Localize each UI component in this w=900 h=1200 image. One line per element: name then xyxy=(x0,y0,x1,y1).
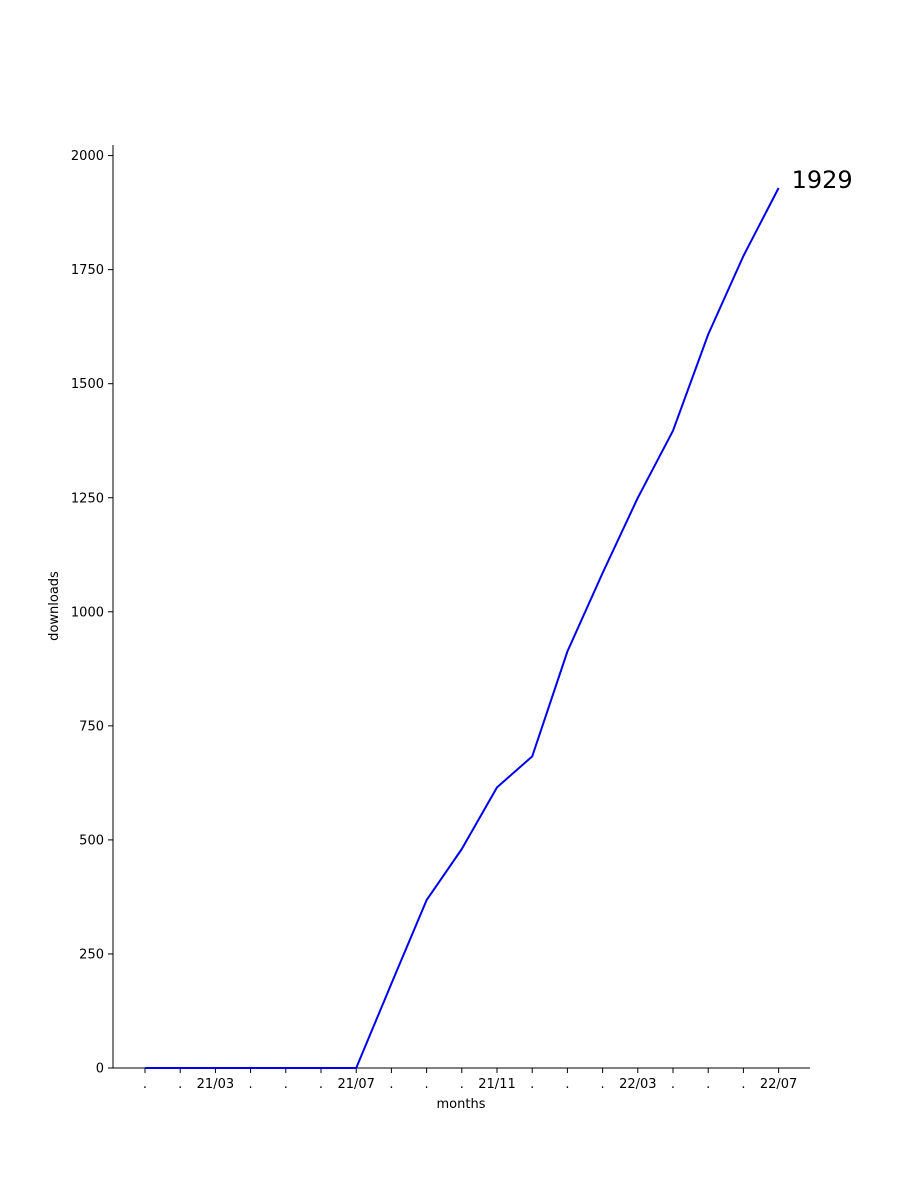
x-tick-label: . xyxy=(706,1077,710,1092)
y-tick-label: 0 xyxy=(96,1062,104,1077)
x-tick-label: . xyxy=(460,1077,464,1092)
x-tick-label: 22/07 xyxy=(760,1077,797,1092)
y-axis-label: downloads xyxy=(47,571,62,641)
x-tick-label: 21/11 xyxy=(478,1077,515,1092)
x-tick-label: . xyxy=(601,1077,605,1092)
last-value-label: 1929 xyxy=(792,166,853,194)
x-tick-label: . xyxy=(425,1077,429,1092)
y-tick-label: 2000 xyxy=(71,149,104,164)
x-tick-label: . xyxy=(565,1077,569,1092)
x-tick-label: . xyxy=(143,1077,147,1092)
x-axis: .. 21/03... 21/07... 21/11... 22/03... 22/07 xyxy=(113,1067,810,1092)
y-tick-label: 1000 xyxy=(71,605,104,620)
x-tick-label: . xyxy=(530,1077,534,1092)
y-tick-label: 1500 xyxy=(71,377,104,392)
x-tick-label: 21/03 xyxy=(197,1077,234,1092)
y-axis: 0 250 500 750 1000 1250 1500 1750 2000 xyxy=(71,145,114,1077)
x-tick-label: . xyxy=(741,1077,745,1092)
y-tick-label: 250 xyxy=(79,947,104,962)
x-tick-label: . xyxy=(249,1077,253,1092)
x-tick-label: . xyxy=(284,1077,288,1092)
series-line xyxy=(145,187,780,1069)
x-tick-label: 21/07 xyxy=(337,1077,374,1092)
x-tick-label: . xyxy=(389,1077,393,1092)
x-tick-label: 22/03 xyxy=(619,1077,656,1092)
x-axis-label: months xyxy=(437,1097,486,1112)
series-layer xyxy=(145,187,780,1069)
y-tick-label: 750 xyxy=(79,719,104,734)
x-tick-label: . xyxy=(671,1077,675,1092)
y-tick-label: 1750 xyxy=(71,263,104,278)
y-tick-label: 1250 xyxy=(71,491,104,506)
x-tick-label: . xyxy=(319,1077,323,1092)
y-tick-label: 500 xyxy=(79,833,104,848)
x-tick-label: . xyxy=(178,1077,182,1092)
